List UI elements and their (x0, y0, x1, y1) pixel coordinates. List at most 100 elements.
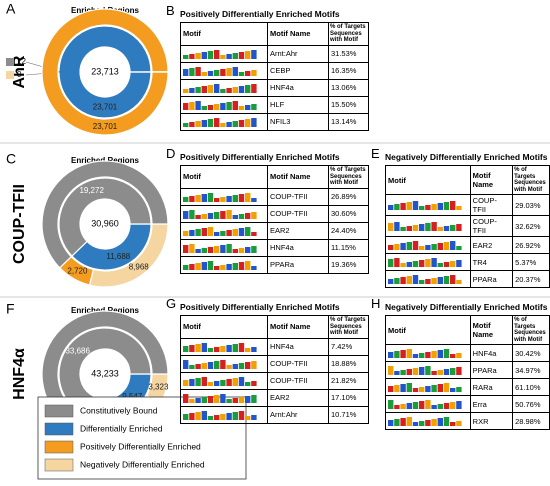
logo-letter (220, 359, 226, 369)
logo-letter (214, 83, 220, 93)
logo-letter (419, 246, 425, 250)
logo-letter (388, 279, 394, 284)
table-row: NFIL3 13.14% (180, 112, 369, 131)
logo-letter (400, 418, 406, 426)
logo-letter (214, 245, 220, 253)
logo-letter (220, 264, 226, 270)
panel-label: D (166, 146, 176, 161)
logo-letter (450, 354, 456, 358)
motif-name-cell: EAR2 (267, 388, 329, 407)
logo-letter (400, 243, 406, 250)
logo-letter (437, 370, 443, 375)
logo-letter (251, 380, 257, 386)
logo-letter (226, 195, 232, 202)
motif-logo (183, 376, 257, 386)
logo-letter (437, 350, 443, 358)
logo-letter (251, 231, 257, 236)
motif-logo-cell (385, 361, 471, 379)
table-row: PPARa 20.37% (385, 270, 550, 288)
logo-letter (450, 201, 456, 210)
motif-logo (388, 383, 462, 392)
header-cell: Motif (180, 165, 268, 189)
logo-letter (195, 262, 201, 270)
percent-cell: 26.92% (512, 236, 550, 254)
table-row: RXR 28.98% (385, 412, 550, 430)
motif-logo (183, 260, 257, 270)
motif-name-cell: TR4 (469, 253, 514, 271)
legend-swatch (44, 458, 74, 472)
logo-letter (245, 212, 251, 219)
logo-letter (425, 420, 431, 426)
logo-letter (450, 388, 456, 392)
logo-letter (425, 352, 431, 358)
donut-value: 11,688 (106, 252, 130, 261)
logo-letter (189, 412, 195, 420)
logo-letter (406, 369, 412, 375)
header-cell: % of Targets Sequences with Motif (328, 315, 369, 339)
logo-letter (431, 278, 437, 284)
panel-label: G (166, 296, 177, 311)
logo-letter (245, 415, 251, 420)
motif-table-panel: H Negatively Differentially Enriched Moti… (371, 297, 550, 430)
logo-letter (232, 100, 238, 110)
logo-letter (419, 353, 425, 358)
logo-letter (189, 53, 195, 59)
logo-letter (238, 261, 245, 270)
motif-logo-cell (385, 378, 471, 396)
logo-letter (437, 227, 443, 231)
logo-letter (226, 229, 232, 236)
logo-letter (412, 422, 419, 426)
motif-name-cell: Arnt:Ahr (267, 44, 329, 63)
logo-letter (450, 261, 456, 267)
logo-letter (220, 230, 226, 236)
table-row: Arnt:Ahr 31.53% (180, 44, 369, 63)
header-row: Motif Motif Name% of Targets Sequences wi… (180, 315, 369, 339)
logo-letter (443, 369, 450, 375)
logo-letter (456, 421, 462, 426)
motif-name-cell: PPARa (267, 255, 329, 274)
logo-letter (443, 383, 450, 392)
header-cell: Motif (180, 22, 268, 46)
logo-letter (195, 120, 201, 127)
table-row: EAR2 17.10% (180, 388, 369, 407)
logo-letter (245, 226, 251, 236)
logo-letter (183, 54, 189, 59)
logo-letter (207, 395, 214, 403)
motif-name-cell: COUP-TFII (267, 371, 329, 390)
logo-letter (394, 371, 400, 375)
logo-letter (207, 347, 214, 352)
table-row: PPARa 34.97% (385, 361, 550, 379)
logo-letter (183, 230, 189, 236)
motif-name-cell: NFIL3 (267, 112, 329, 131)
logo-letter (419, 260, 425, 267)
logo-letter (189, 364, 195, 369)
motif-name-cell: COUP-TFII (267, 354, 329, 373)
motif-logo-cell (180, 78, 268, 97)
motif-table: Motif Motif Name% of Targets Sequences wi… (180, 315, 369, 424)
table-title: H Negatively Differentially Enriched Moti… (371, 297, 550, 315)
logo-letter (400, 384, 406, 392)
logo-letter (443, 349, 450, 358)
logo-letter (388, 352, 394, 358)
motif-logo (388, 275, 462, 284)
logo-letter (425, 245, 431, 250)
logo-letter (189, 229, 195, 236)
factor-label: HNF4α (11, 348, 28, 400)
motif-logo (183, 66, 257, 76)
logo-letter (195, 363, 201, 369)
header-cell: % of Targets Sequences with Motif (512, 165, 550, 195)
logo-letter (245, 70, 251, 76)
motif-table-panel: E Negatively Differentially Enriched Moti… (371, 147, 550, 288)
table-row: COUP-TFII 18.88% (180, 354, 369, 373)
logo-letter (412, 225, 419, 231)
logo-letter (456, 224, 462, 231)
logo-letter (226, 263, 232, 270)
motif-logo-cell (385, 412, 471, 430)
logo-letter (207, 84, 214, 93)
logo-letter (238, 119, 245, 127)
motif-logo (388, 201, 462, 210)
header-row: Motif Motif Name% of Targets Sequences wi… (180, 165, 369, 189)
donut-value: 12 (17, 57, 26, 66)
donut-value: 0 (17, 70, 22, 79)
motif-logo (183, 117, 257, 127)
